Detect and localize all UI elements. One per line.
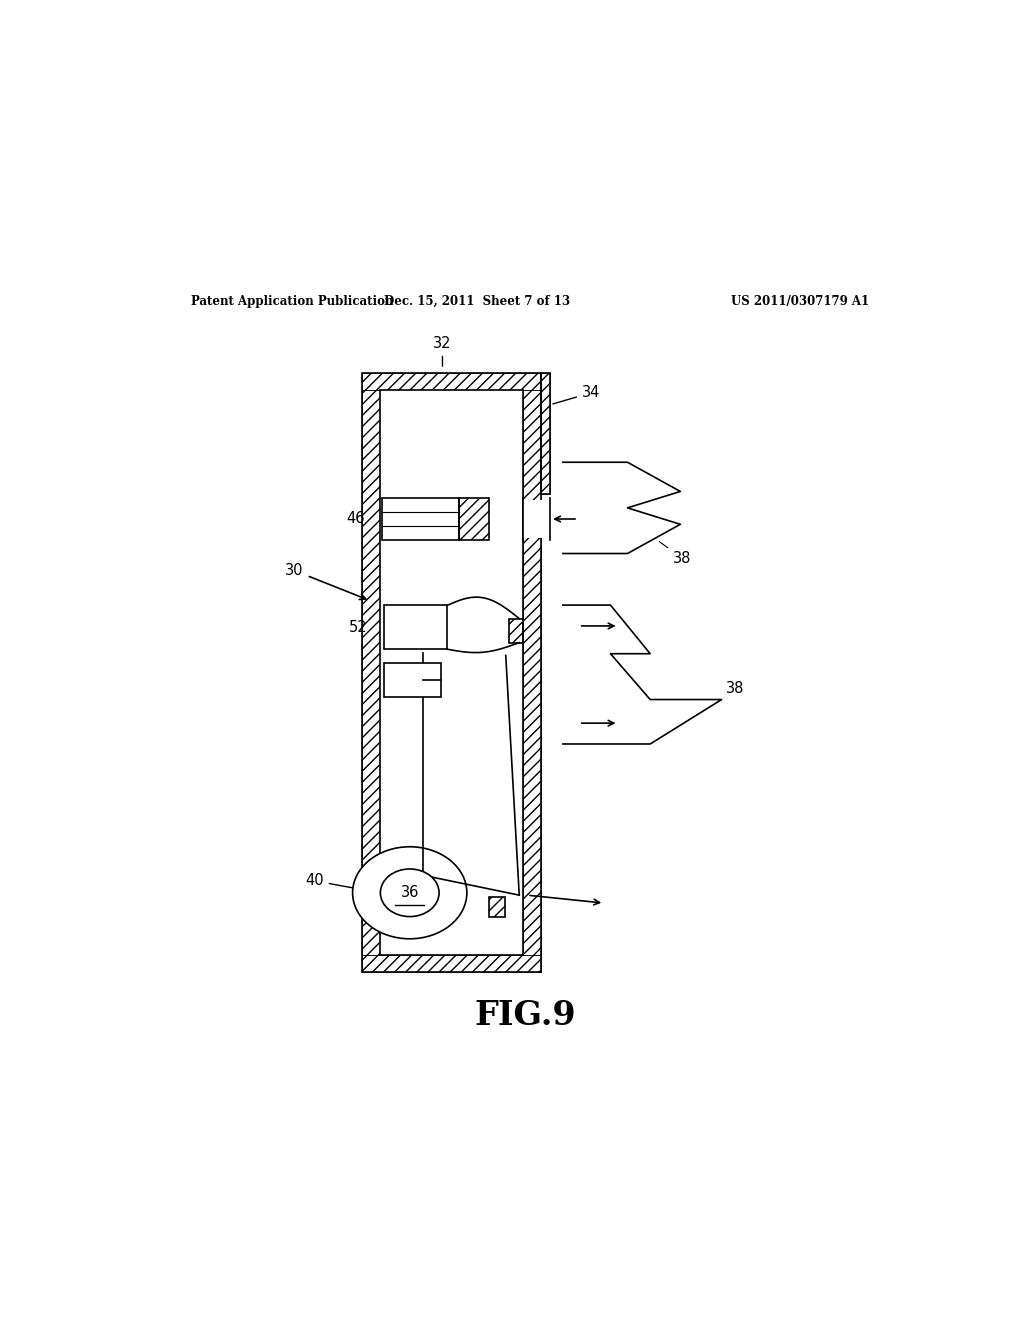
Text: 38: 38 bbox=[726, 681, 744, 696]
Bar bbox=[459, 499, 489, 540]
Text: 30: 30 bbox=[286, 564, 366, 599]
Text: 52: 52 bbox=[349, 620, 368, 635]
Text: 38: 38 bbox=[659, 541, 691, 565]
Bar bbox=[362, 374, 541, 391]
Bar bbox=[384, 664, 440, 697]
Text: US 2011/0307179 A1: US 2011/0307179 A1 bbox=[731, 296, 869, 308]
Text: 48: 48 bbox=[496, 589, 514, 605]
Bar bbox=[523, 500, 550, 539]
Bar bbox=[489, 896, 505, 916]
Bar bbox=[382, 499, 459, 540]
Text: 36: 36 bbox=[400, 886, 419, 900]
Bar bbox=[362, 954, 541, 972]
Text: 44: 44 bbox=[430, 558, 457, 590]
Bar bbox=[380, 391, 523, 954]
Bar bbox=[541, 374, 550, 494]
Text: FIG.9: FIG.9 bbox=[474, 999, 575, 1032]
Text: Dec. 15, 2011  Sheet 7 of 13: Dec. 15, 2011 Sheet 7 of 13 bbox=[384, 296, 570, 308]
Text: Patent Application Publication: Patent Application Publication bbox=[191, 296, 394, 308]
Text: 40: 40 bbox=[305, 874, 376, 894]
Text: 54: 54 bbox=[390, 855, 409, 871]
Bar bbox=[384, 606, 447, 649]
Text: 32: 32 bbox=[433, 335, 452, 366]
Bar bbox=[362, 374, 541, 972]
Bar bbox=[509, 619, 523, 643]
Text: 50: 50 bbox=[457, 459, 475, 492]
Bar bbox=[523, 391, 541, 954]
Ellipse shape bbox=[352, 846, 467, 939]
Text: 42: 42 bbox=[487, 932, 506, 948]
Bar bbox=[362, 391, 380, 954]
Bar bbox=[541, 374, 550, 494]
Text: 46: 46 bbox=[346, 511, 365, 527]
Ellipse shape bbox=[380, 869, 439, 916]
Text: 56: 56 bbox=[481, 875, 500, 891]
Text: 34: 34 bbox=[553, 385, 600, 404]
Text: 58: 58 bbox=[447, 673, 466, 688]
